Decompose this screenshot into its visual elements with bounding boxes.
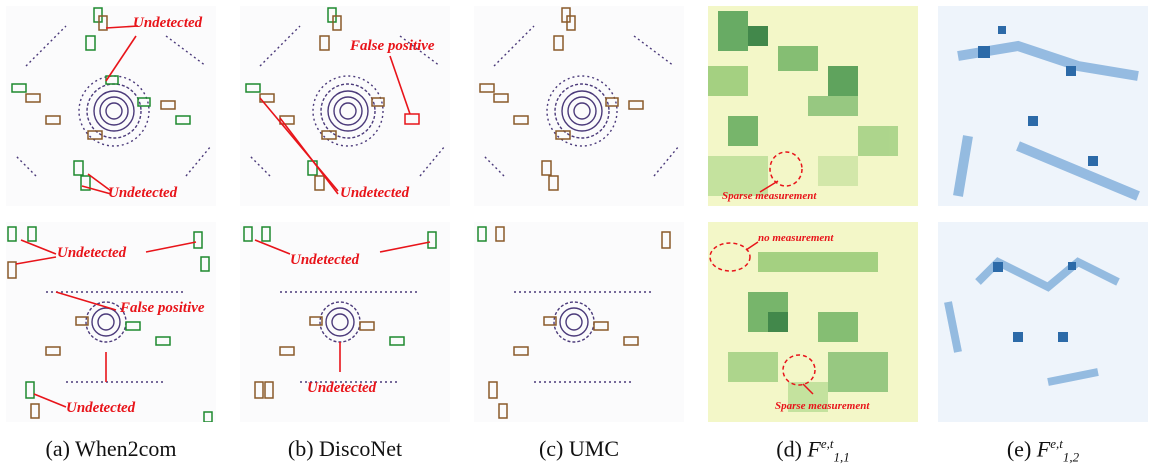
caption-symbol: F xyxy=(1036,436,1051,462)
caption-superscript: e,t xyxy=(1050,436,1063,451)
annotation-undetected: Undetected xyxy=(57,245,127,261)
heatmap-feature-f12 xyxy=(944,257,1120,386)
annotation-no-measurement: no measurement xyxy=(758,232,834,244)
panel-when2com-scene2 xyxy=(6,222,216,422)
caption-subscript: 1,2 xyxy=(1062,449,1080,465)
panel-umc-scene1 xyxy=(474,6,684,206)
caption-umc: (c) UMC xyxy=(538,436,620,461)
panel-feature-map-f11-scene2 xyxy=(708,222,918,422)
heatmap-feature-f11 xyxy=(708,11,898,196)
lidar-bev-plot xyxy=(7,226,213,422)
caption-prefix: (d) xyxy=(776,436,802,462)
caption-prefix: (e) xyxy=(1006,436,1032,462)
lidar-bev-plot xyxy=(243,226,437,399)
annotation-undetected: Undetected xyxy=(66,400,136,416)
caption-feature-f11: (d) Fe,t1,1 xyxy=(703,436,923,466)
caption-disconet: (b) DiscoNet xyxy=(287,436,403,461)
lidar-bev-plot xyxy=(11,7,212,195)
caption-subscript: 1,1 xyxy=(833,449,850,465)
lidar-bev-plot xyxy=(245,7,446,195)
panel-disconet-scene2 xyxy=(240,222,450,422)
annotation-sparse-measurement: Sparse measurement xyxy=(722,190,817,202)
panel-feature-map-f12-scene2 xyxy=(938,222,1148,422)
annotation-undetected: Undetected xyxy=(340,185,410,201)
annotation-false-positive: False positive xyxy=(350,38,435,54)
annotation-undetected: Undetected xyxy=(108,185,178,201)
annotation-undetected: Undetected xyxy=(307,380,377,396)
panel-umc-scene2 xyxy=(474,222,684,422)
caption-superscript: e,t xyxy=(820,436,834,451)
annotation-sparse-measurement: Sparse measurement xyxy=(775,400,870,412)
annotation-false-positive: False positive xyxy=(120,300,205,316)
caption-when2com: (a) When2com xyxy=(45,436,177,461)
annotation-undetected: Undetected xyxy=(290,252,360,268)
panel-feature-map-f11-scene1 xyxy=(708,6,918,206)
panel-disconet-scene1 xyxy=(240,6,450,206)
annotation-undetected: Undetected xyxy=(133,15,203,31)
panel-feature-map-f12-scene1 xyxy=(938,6,1148,206)
heatmap-feature-f11 xyxy=(709,241,888,412)
lidar-bev-plot xyxy=(477,226,671,419)
panel-when2com-scene1 xyxy=(6,6,216,206)
heatmap-feature-f12 xyxy=(953,26,1140,201)
caption-symbol: F xyxy=(807,436,821,462)
lidar-bev-plot xyxy=(479,7,680,191)
caption-feature-f12: (e) Fe,t1,2 xyxy=(933,436,1150,466)
